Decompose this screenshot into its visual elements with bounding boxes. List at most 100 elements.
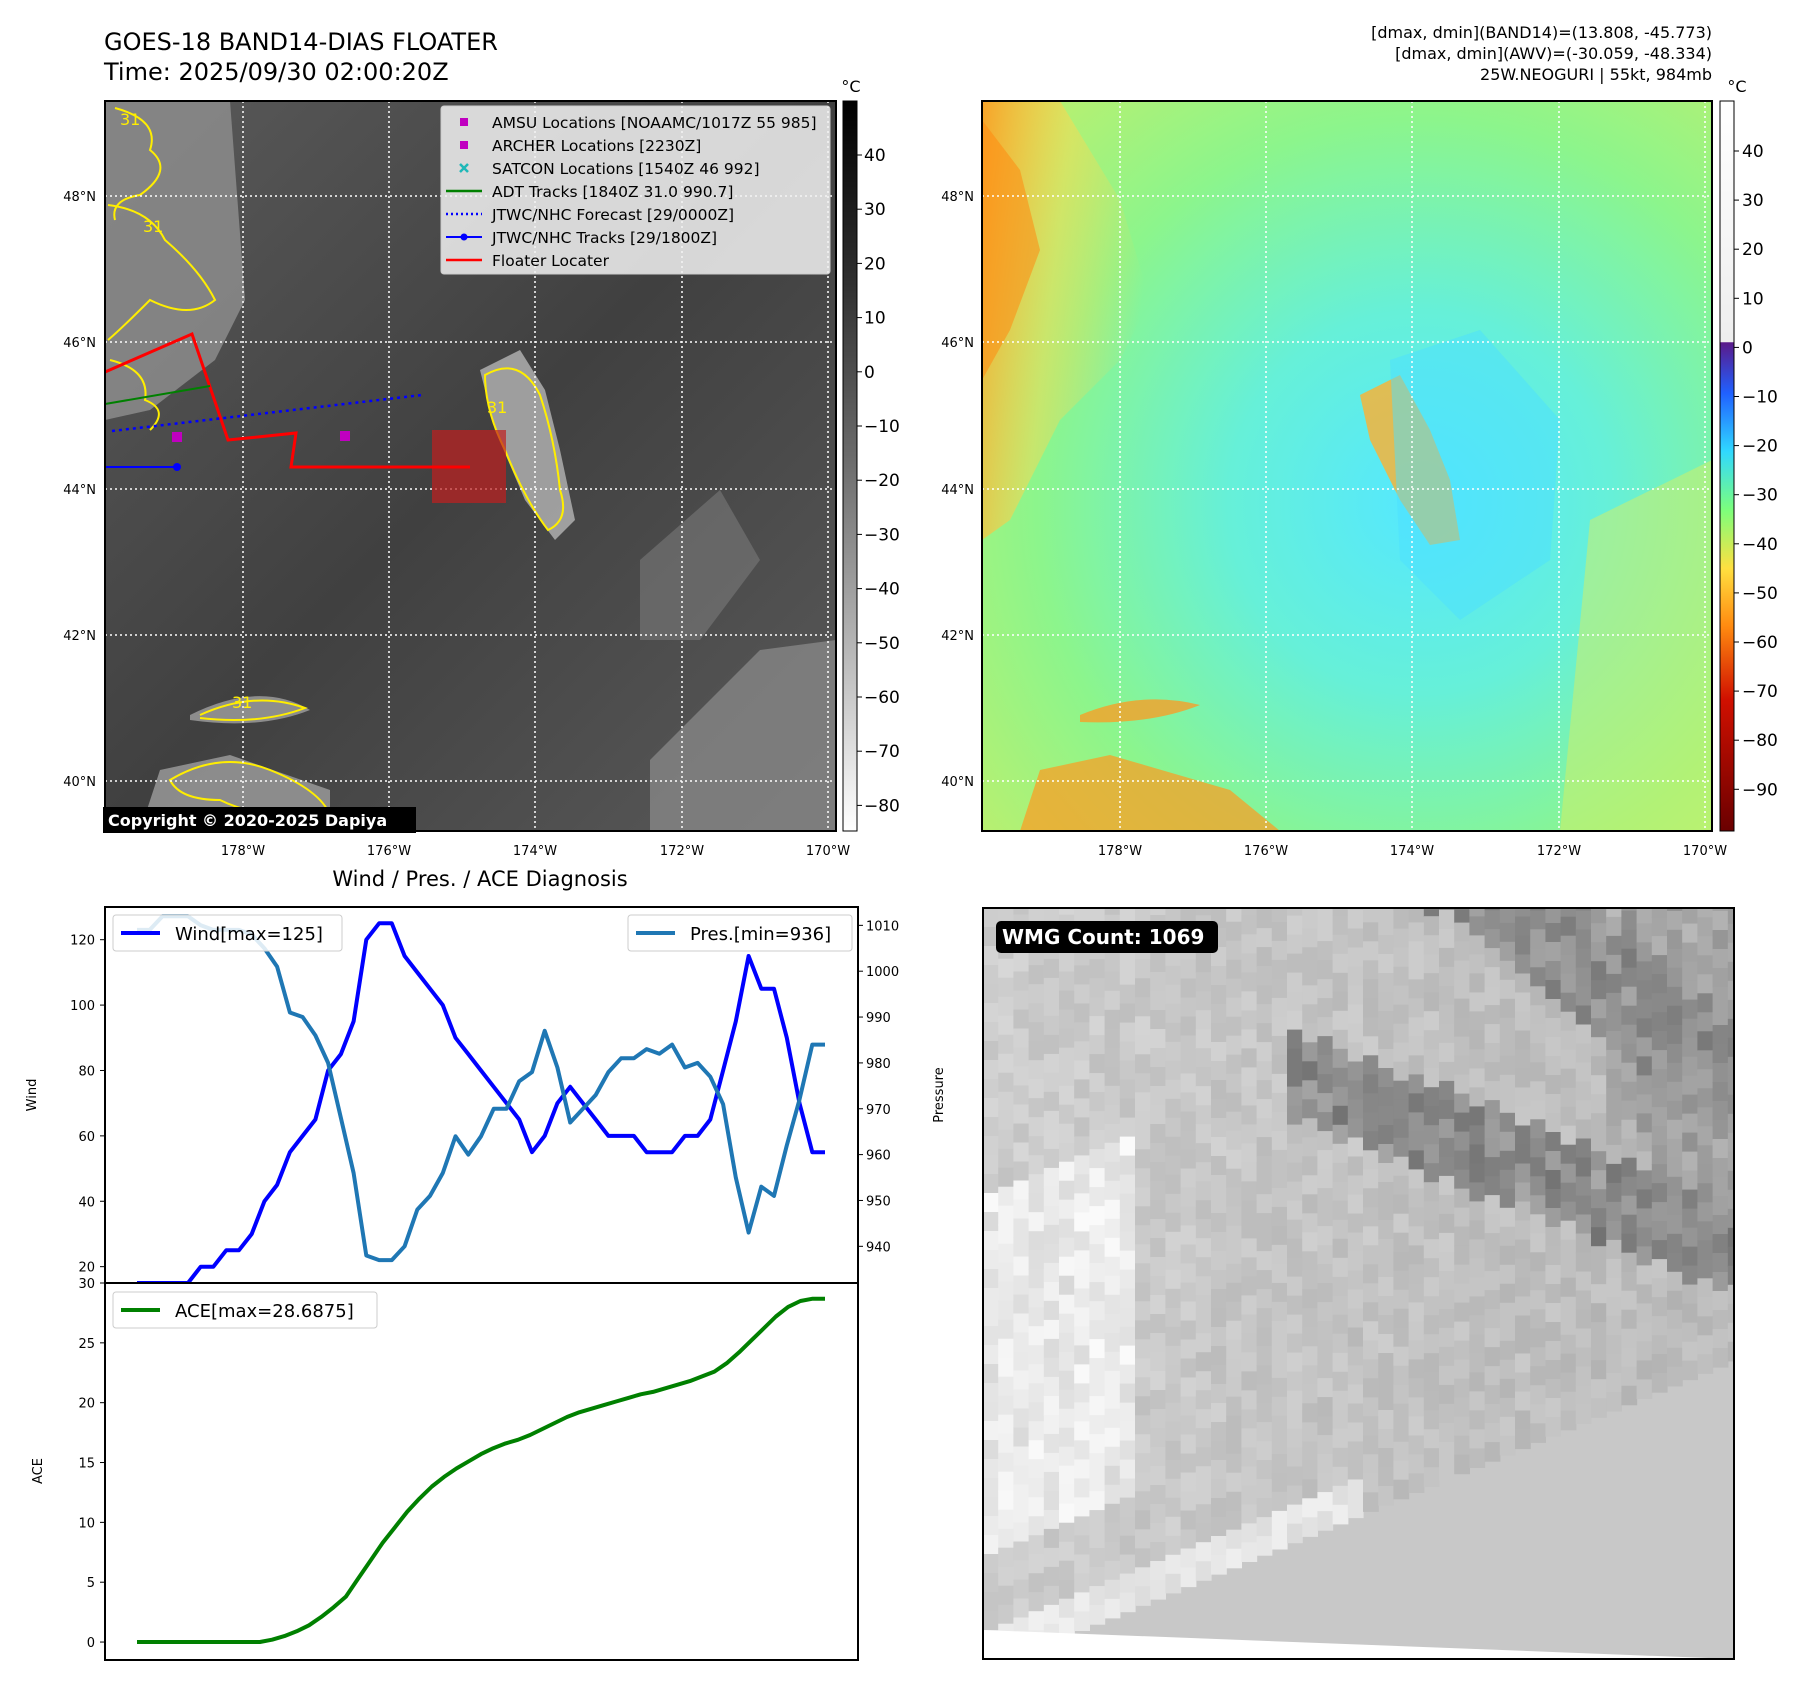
lat-tick-label: 48°N (63, 190, 96, 205)
wmg-tile (1469, 916, 1486, 936)
wmg-tile (1499, 1074, 1516, 1095)
wmg-tile (1119, 1136, 1136, 1157)
wmg-tile (1043, 1091, 1060, 1112)
wmg-tile (1287, 1219, 1303, 1240)
wmg-tile (1363, 884, 1379, 904)
wmg-tile (983, 1345, 999, 1365)
wmg-tile (1347, 1080, 1364, 1101)
wmg-tile (1317, 922, 1334, 942)
wmg-tile (983, 1459, 999, 1479)
wmg-tile (1651, 993, 1668, 1013)
wmg-tile (998, 1604, 1014, 1625)
wmg-tile (1651, 1278, 1668, 1298)
wmg-tile (1074, 1459, 1090, 1479)
wmg-tile (1135, 1225, 1151, 1245)
wmg-tile (1439, 1137, 1455, 1158)
wmg-tile (1059, 1313, 1075, 1334)
wmg-tile (1347, 909, 1364, 930)
wmg-tile (1165, 1098, 1182, 1119)
wmg-tile (1211, 1498, 1227, 1518)
wmg-tile (1499, 1112, 1516, 1133)
wmg-tile (1195, 1219, 1212, 1239)
wmg-tile (1408, 1340, 1425, 1360)
wmg-tile (1059, 1142, 1075, 1163)
wmg-tile (1211, 1536, 1227, 1556)
wmg-tile (998, 1509, 1014, 1530)
wmg-tile (1180, 1415, 1197, 1436)
lat-tick-label: 42°N (941, 629, 974, 644)
wmg-tile (1347, 1346, 1364, 1367)
wind-ytick-label: 20 (78, 1261, 95, 1276)
wmg-tile (1028, 1364, 1045, 1384)
wmg-tile (1499, 1378, 1516, 1399)
wmg-tile (1378, 1239, 1394, 1259)
wmg-tile (1545, 1132, 1562, 1152)
wmg-tile (1484, 1005, 1501, 1025)
wmg-tile (1059, 1123, 1075, 1144)
wmg-tile (1059, 1218, 1075, 1239)
colorbar-tick-label: −30 (864, 525, 900, 545)
wmg-tile (1347, 1194, 1364, 1215)
wmg-tile (1545, 1094, 1562, 1114)
wmg-tile (1484, 1062, 1501, 1082)
wmg-tile (1347, 1156, 1364, 1177)
wmg-tile (1347, 1422, 1364, 1443)
wmg-tile (1226, 1035, 1242, 1056)
wmg-tile (1089, 997, 1106, 1017)
wmg-tile (1499, 1359, 1516, 1380)
wmg-tile (1439, 985, 1455, 1006)
pressure-ytick-label: 980 (866, 1057, 891, 1072)
wmg-tile (1165, 1573, 1182, 1594)
wmg-tile (1469, 1277, 1486, 1297)
wmg-tile (1378, 992, 1394, 1012)
wmg-tile (1454, 1036, 1470, 1057)
wmg-tile (1165, 1326, 1182, 1347)
wmg-tile (1408, 979, 1425, 999)
wmg-tile (983, 1592, 999, 1612)
wmg-tile (998, 1015, 1014, 1036)
wmg-tile (1271, 1415, 1288, 1436)
wmg-tile (1682, 1265, 1698, 1286)
wmg-tile (1591, 866, 1607, 886)
wmg-tile (1180, 959, 1197, 980)
wmg-tile (1195, 1352, 1212, 1372)
wmg-tile (998, 1300, 1014, 1321)
wmg-tile (1347, 1479, 1364, 1500)
wmg-tile (1043, 1566, 1060, 1587)
wmg-tile (1667, 835, 1683, 855)
wmg-tile (1059, 1427, 1075, 1448)
wmg-tile (1119, 1345, 1136, 1366)
wmg-tile (1530, 910, 1546, 930)
wind-plot-area (105, 907, 858, 1283)
lat-tick-label: 44°N (941, 483, 974, 498)
wmg-tile (1104, 1123, 1121, 1144)
wmg-tile (1393, 1080, 1410, 1101)
wmg-tile (1165, 1174, 1182, 1195)
wmg-tile (1059, 1598, 1075, 1619)
wmg-tile (1226, 1548, 1242, 1569)
wmg-tile (1074, 1611, 1090, 1631)
wmg-tile (1454, 1112, 1470, 1133)
wmg-tile (1241, 1162, 1258, 1182)
wmg-tile (1636, 1322, 1653, 1342)
wmg-tile (1363, 941, 1379, 961)
wmg-tile (1651, 1031, 1668, 1051)
wmg-tile (1651, 1202, 1668, 1222)
wmg-tile (1302, 871, 1318, 891)
wmg-tile (1575, 1309, 1592, 1330)
wmg-tile (1211, 1061, 1227, 1081)
wmg-tile (1378, 1049, 1394, 1069)
wmg-tile (1408, 1112, 1425, 1132)
wmg-tile (1515, 1277, 1531, 1298)
wmg-tile (1545, 942, 1562, 962)
wmg-tile (1059, 1028, 1075, 1049)
wmg-tile (1119, 1117, 1136, 1138)
wmg-tile (1363, 979, 1379, 999)
wmg-tile (1530, 1176, 1546, 1196)
wmg-tile (1454, 1435, 1470, 1456)
wmg-tile (1104, 1085, 1121, 1106)
wmg-tile (1591, 1208, 1607, 1228)
wmg-tile (1667, 1157, 1683, 1178)
wmg-tile (1013, 1332, 1030, 1353)
wmg-tile (1515, 841, 1531, 861)
